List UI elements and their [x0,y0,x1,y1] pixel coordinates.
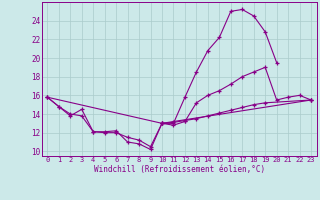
X-axis label: Windchill (Refroidissement éolien,°C): Windchill (Refroidissement éolien,°C) [94,165,265,174]
